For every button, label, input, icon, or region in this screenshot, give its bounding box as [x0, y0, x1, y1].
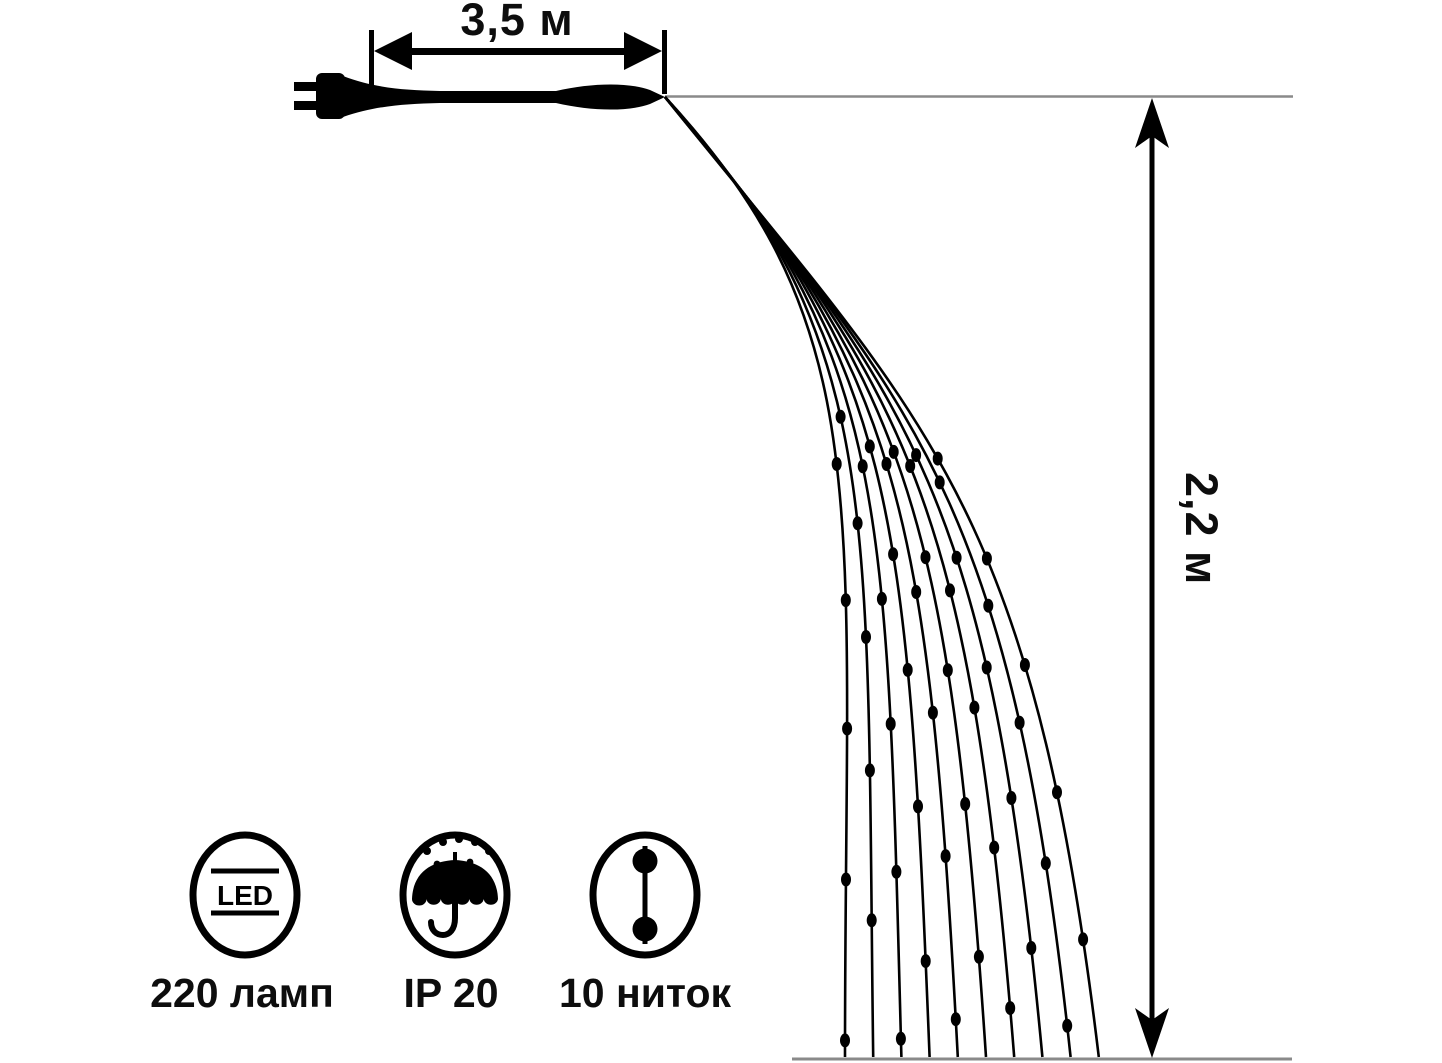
led-bulb-dot: [864, 763, 875, 778]
led-bulb-dot: [920, 954, 931, 969]
dimension-tick-right: [662, 30, 667, 94]
led-bulb-dot: [989, 840, 1000, 855]
led-bulb-dot: [835, 409, 846, 424]
led-bulb-dot: [905, 459, 916, 473]
led-bulb-dot: [951, 550, 962, 565]
led-bulb-dot: [973, 949, 984, 964]
badge-ip: IP 20: [301, 828, 601, 1017]
led-bulb-dot: [1014, 715, 1025, 730]
arrowhead-right-icon: [624, 32, 662, 70]
led-bulb-dot: [1026, 941, 1037, 955]
spec-badges: LED 220 ламп: [0, 828, 760, 1028]
led-bulb-dot: [945, 583, 955, 598]
led-bulb-dot: [927, 705, 938, 720]
led-bulb-dot: [861, 630, 871, 644]
led-bulb-dot: [932, 451, 943, 466]
led-bulb-dot: [842, 721, 853, 736]
led-bulb-dot: [981, 551, 992, 566]
led-bulb-dot: [1006, 791, 1017, 805]
led-bulb-dot: [911, 448, 922, 463]
arrowhead-left-icon: [374, 32, 412, 70]
light-strands: [663, 96, 1101, 1058]
led-bulb-dot: [840, 1033, 850, 1048]
dimension-shaft: [404, 48, 632, 55]
dimension-shaft-vertical: [1149, 130, 1155, 1026]
led-bulb-dot: [942, 663, 953, 678]
led-icon: LED: [92, 828, 392, 966]
led-bulb-dot: [981, 660, 992, 675]
led-bulb-dot: [969, 700, 980, 715]
led-bulb-dot: [1019, 658, 1030, 672]
led-bulb-dot: [934, 475, 945, 490]
badge-strands-label: 10 ниток: [558, 970, 732, 1016]
led-bulb-dot: [1040, 856, 1051, 871]
led-bulb-dot: [1052, 785, 1062, 800]
width-dimension: [369, 30, 667, 94]
led-bulb-dot: [881, 457, 892, 471]
led-bulb-dot: [891, 864, 902, 879]
led-bulb-dot: [888, 444, 899, 459]
led-bulb-dot: [866, 913, 877, 928]
svg-text:LED: LED: [217, 880, 273, 911]
led-bulb-dot: [888, 547, 899, 562]
power-plug-icon: [294, 73, 345, 119]
led-bulb-dot: [902, 662, 913, 677]
led-bulb-dot: [857, 459, 868, 474]
led-bulb-dot: [831, 457, 842, 471]
led-bulb-dot: [1078, 932, 1089, 947]
height-dimension-label: 2,2 м: [1176, 472, 1227, 586]
dimension-tick-left: [369, 30, 374, 92]
led-bulb-dot: [840, 593, 851, 608]
width-dimension-label: 3,5 м: [460, 0, 574, 45]
led-bulb-dot: [950, 1012, 961, 1027]
umbrella-rain-icon: [301, 828, 601, 966]
led-bulb-dot: [920, 550, 931, 565]
led-bulb-dot: [841, 872, 851, 887]
led-bulb-dot: [895, 1031, 906, 1046]
led-bulb-dot: [940, 849, 951, 864]
strand-icon: [495, 828, 795, 966]
arrowhead-up-icon: [1135, 98, 1169, 148]
badge-strands: 10 ниток: [495, 828, 795, 1017]
led-bulb-dot: [960, 797, 971, 811]
led-bulb-dot: [913, 799, 923, 814]
arrowhead-down-icon: [1135, 1008, 1169, 1058]
led-bulb-dot: [876, 591, 887, 606]
lead-wire: [343, 76, 665, 117]
badge-ip-label: IP 20: [403, 970, 499, 1016]
led-bulb-dot: [885, 716, 896, 731]
light-strand: [663, 96, 1101, 1058]
led-bulb-dot: [852, 516, 863, 531]
height-dimension: [1135, 98, 1169, 1058]
badge-led: LED 220 ламп: [92, 828, 392, 1017]
led-bulb-dot: [1005, 1001, 1016, 1016]
led-bulb-dot: [983, 598, 994, 613]
badge-led-label: 220 ламп: [150, 970, 334, 1016]
led-bulb-dot: [1062, 1018, 1073, 1033]
led-bulb-dot: [911, 585, 922, 599]
led-bulb-dot: [864, 439, 875, 454]
